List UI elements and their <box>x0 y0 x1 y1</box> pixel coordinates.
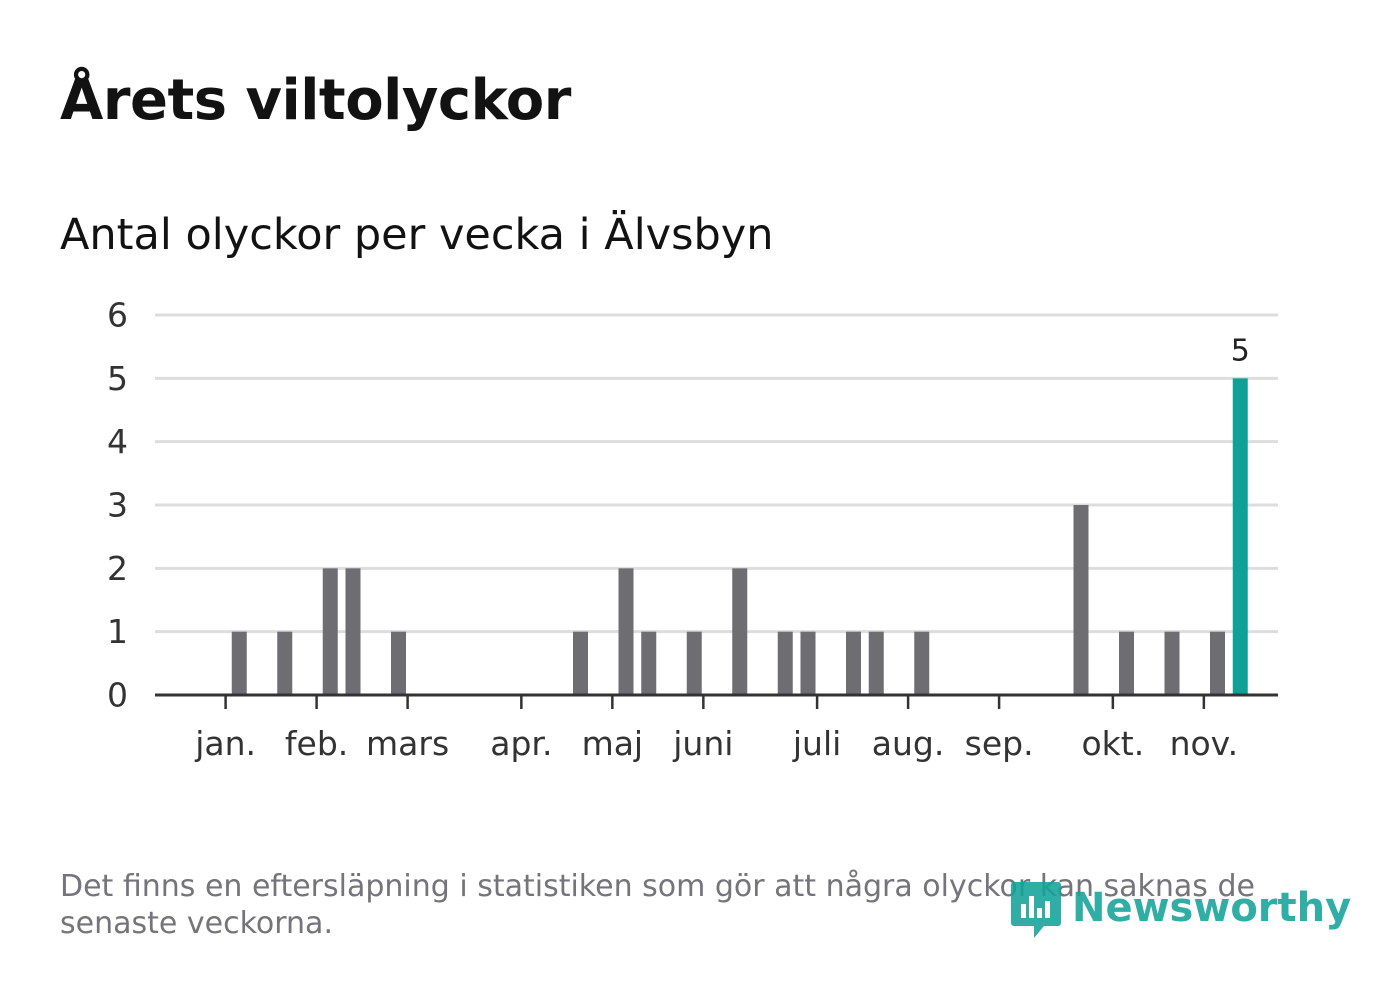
bars <box>231 378 1248 695</box>
x-tick-label: sep. <box>965 724 1034 763</box>
bar <box>231 631 247 695</box>
x-tick-label: jan. <box>194 724 256 763</box>
bar <box>1210 631 1225 695</box>
y-tick-label: 1 <box>107 612 128 651</box>
bar <box>1119 631 1134 695</box>
x-axis <box>155 693 1278 709</box>
bar <box>1073 505 1089 695</box>
newsworthy-logo-text: Newsworthy <box>1072 885 1352 931</box>
x-tick-label: nov. <box>1170 724 1239 763</box>
bar <box>618 568 634 695</box>
bar <box>573 631 588 695</box>
bar <box>914 631 930 695</box>
bar <box>345 568 361 695</box>
bar <box>800 631 816 695</box>
bar <box>868 631 884 695</box>
chart-title: Årets viltolyckor <box>60 68 571 133</box>
y-tick-label: 3 <box>107 486 128 525</box>
x-tick-label: juli <box>792 724 841 763</box>
bar <box>1164 631 1180 695</box>
bar <box>322 568 338 695</box>
data-label: 5 <box>1231 333 1250 368</box>
y-axis-labels: 0 1 2 3 4 5 6 <box>107 296 128 715</box>
x-tick-label: juni <box>672 724 733 763</box>
x-tick-label: feb. <box>285 724 348 763</box>
x-tick-label: aug. <box>872 724 945 763</box>
bar <box>277 631 293 695</box>
x-tick-label: apr. <box>490 724 552 763</box>
bar <box>641 631 657 695</box>
bar-highlight <box>1232 378 1248 695</box>
newsworthy-logo: Newsworthy <box>1010 876 1351 940</box>
bar <box>846 631 861 695</box>
bar <box>777 631 793 695</box>
bar <box>686 631 702 695</box>
x-tick-label: maj <box>582 724 644 763</box>
gridlines <box>155 313 1278 634</box>
y-tick-label: 5 <box>107 359 128 398</box>
bar <box>732 568 748 695</box>
y-tick-label: 0 <box>107 676 128 715</box>
y-tick-label: 6 <box>107 296 128 335</box>
x-tick-label: okt. <box>1081 724 1144 763</box>
data-labels: 5 <box>1231 333 1250 368</box>
newsworthy-logo-icon <box>1011 882 1061 938</box>
x-tick-label: mars <box>366 724 449 763</box>
chart-subtitle: Antal olyckor per vecka i Älvsbyn <box>60 210 774 260</box>
x-axis-labels: jan. feb. mars apr. maj juni juli aug. sep. okt. n… <box>194 724 1238 763</box>
y-tick-label: 2 <box>107 549 128 588</box>
bar <box>391 631 406 695</box>
y-tick-label: 4 <box>107 422 128 461</box>
